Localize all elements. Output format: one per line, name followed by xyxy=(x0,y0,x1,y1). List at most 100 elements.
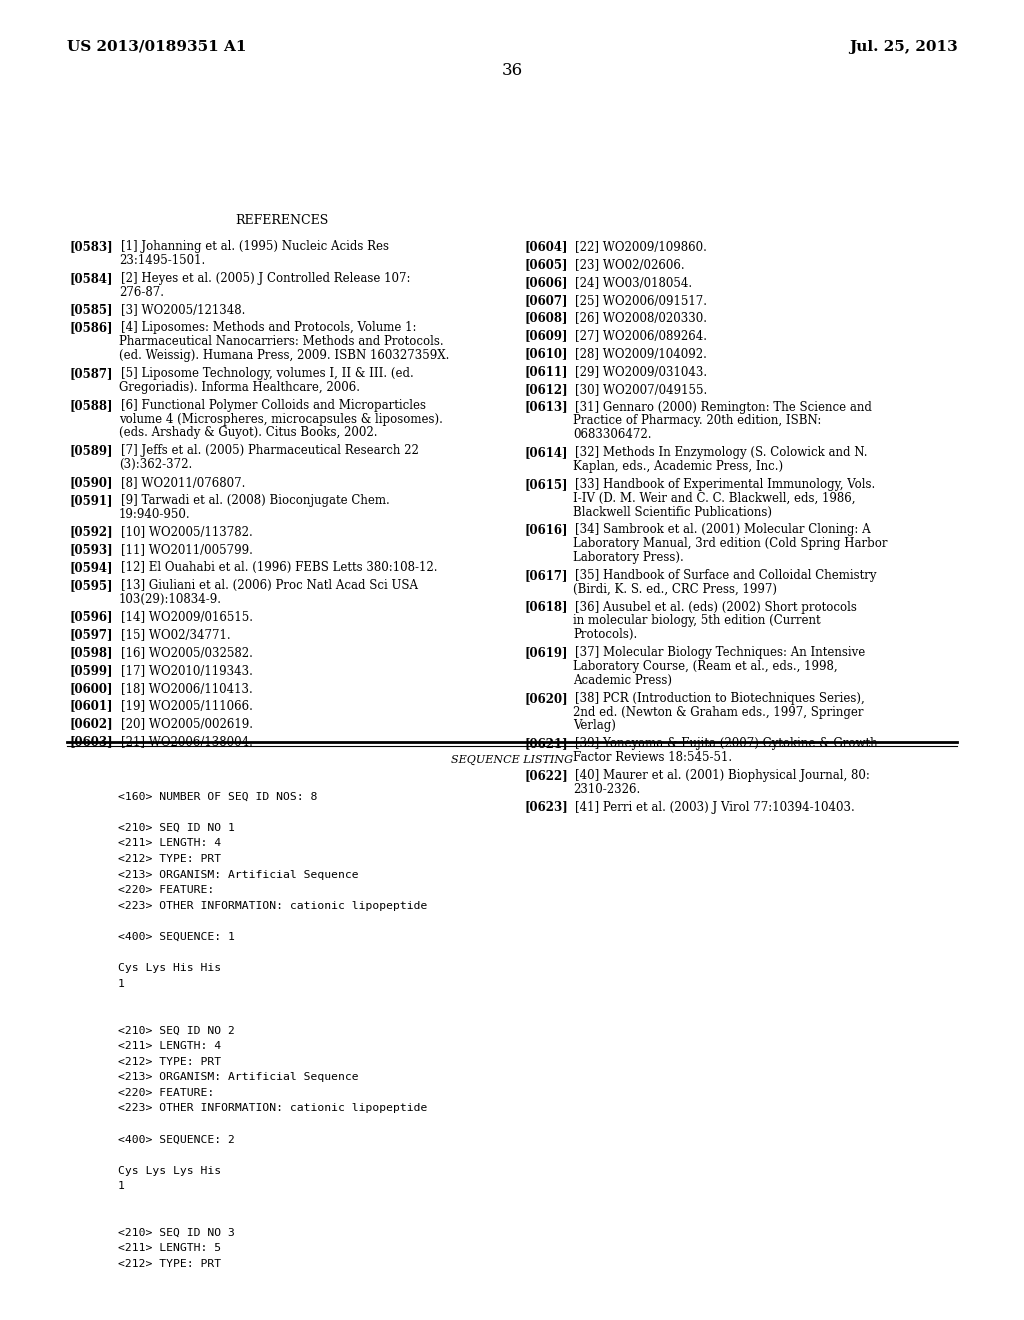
Text: <211> LENGTH: 4: <211> LENGTH: 4 xyxy=(118,1041,221,1051)
Text: <210> SEQ ID NO 1: <210> SEQ ID NO 1 xyxy=(118,822,234,833)
Text: <211> LENGTH: 4: <211> LENGTH: 4 xyxy=(118,838,221,849)
Text: [38] PCR (Introduction to Biotechniques Series),: [38] PCR (Introduction to Biotechniques … xyxy=(575,692,865,705)
Text: [39] Yoneyama & Fujita (2007) Cytokine & Growth: [39] Yoneyama & Fujita (2007) Cytokine &… xyxy=(575,737,879,750)
Text: [16] WO2005/032582.: [16] WO2005/032582. xyxy=(121,645,253,659)
Text: [0588]: [0588] xyxy=(70,399,113,412)
Text: [0606]: [0606] xyxy=(524,276,567,289)
Text: <211> LENGTH: 5: <211> LENGTH: 5 xyxy=(118,1243,221,1254)
Text: [41] Perri et al. (2003) J Virol 77:10394-10403.: [41] Perri et al. (2003) J Virol 77:1039… xyxy=(575,800,855,813)
Text: [0591]: [0591] xyxy=(70,494,113,507)
Text: [0604]: [0604] xyxy=(524,240,567,253)
Text: [0613]: [0613] xyxy=(524,400,568,413)
Text: [25] WO2006/091517.: [25] WO2006/091517. xyxy=(575,293,708,306)
Text: Blackwell Scientific Publications): Blackwell Scientific Publications) xyxy=(573,506,772,519)
Text: [3] WO2005/121348.: [3] WO2005/121348. xyxy=(121,304,245,317)
Text: <210> SEQ ID NO 2: <210> SEQ ID NO 2 xyxy=(118,1026,234,1035)
Text: REFERENCES: REFERENCES xyxy=(234,214,329,227)
Text: [9] Tarwadi et al. (2008) Bioconjugate Chem.: [9] Tarwadi et al. (2008) Bioconjugate C… xyxy=(121,494,389,507)
Text: <223> OTHER INFORMATION: cationic lipopeptide: <223> OTHER INFORMATION: cationic lipope… xyxy=(118,1104,427,1113)
Text: [13] Giuliani et al. (2006) Proc Natl Acad Sci USA: [13] Giuliani et al. (2006) Proc Natl Ac… xyxy=(121,578,418,591)
Text: [0602]: [0602] xyxy=(70,717,114,730)
Text: [0614]: [0614] xyxy=(524,446,567,459)
Text: [5] Liposome Technology, volumes I, II & III. (ed.: [5] Liposome Technology, volumes I, II &… xyxy=(121,367,414,380)
Text: 2310-2326.: 2310-2326. xyxy=(573,783,641,796)
Text: US 2013/0189351 A1: US 2013/0189351 A1 xyxy=(67,40,246,54)
Text: <212> TYPE: PRT: <212> TYPE: PRT xyxy=(118,1056,221,1067)
Text: [22] WO2009/109860.: [22] WO2009/109860. xyxy=(575,240,708,253)
Text: [7] Jeffs et al. (2005) Pharmaceutical Research 22: [7] Jeffs et al. (2005) Pharmaceutical R… xyxy=(121,444,419,457)
Text: <220> FEATURE:: <220> FEATURE: xyxy=(118,886,214,895)
Text: [0612]: [0612] xyxy=(524,383,568,396)
Text: [21] WO2006/138004.: [21] WO2006/138004. xyxy=(121,735,253,748)
Text: [40] Maurer et al. (2001) Biophysical Journal, 80:: [40] Maurer et al. (2001) Biophysical Jo… xyxy=(575,768,870,781)
Text: [0589]: [0589] xyxy=(70,444,113,457)
Text: [28] WO2009/104092.: [28] WO2009/104092. xyxy=(575,347,708,360)
Text: [31] Gennaro (2000) Remington: The Science and: [31] Gennaro (2000) Remington: The Scien… xyxy=(575,400,872,413)
Text: 2nd ed. (Newton & Graham eds., 1997, Springer: 2nd ed. (Newton & Graham eds., 1997, Spr… xyxy=(573,705,864,718)
Text: Practice of Pharmacy. 20th edition, ISBN:: Practice of Pharmacy. 20th edition, ISBN… xyxy=(573,414,822,428)
Text: 276-87.: 276-87. xyxy=(119,286,164,298)
Text: [0616]: [0616] xyxy=(524,523,567,536)
Text: [23] WO02/02606.: [23] WO02/02606. xyxy=(575,259,685,271)
Text: [0590]: [0590] xyxy=(70,477,113,488)
Text: <400> SEQUENCE: 2: <400> SEQUENCE: 2 xyxy=(118,1134,234,1144)
Text: [0600]: [0600] xyxy=(70,681,113,694)
Text: Laboratory Press).: Laboratory Press). xyxy=(573,550,684,564)
Text: <213> ORGANISM: Artificial Sequence: <213> ORGANISM: Artificial Sequence xyxy=(118,870,358,879)
Text: Protocols).: Protocols). xyxy=(573,628,638,642)
Text: [20] WO2005/002619.: [20] WO2005/002619. xyxy=(121,717,253,730)
Text: [33] Handbook of Experimental Immunology, Vols.: [33] Handbook of Experimental Immunology… xyxy=(575,478,876,491)
Text: Academic Press): Academic Press) xyxy=(573,673,673,686)
Text: in molecular biology, 5th edition (Current: in molecular biology, 5th edition (Curre… xyxy=(573,614,821,627)
Text: 1: 1 xyxy=(118,1181,125,1191)
Text: [0586]: [0586] xyxy=(70,322,113,334)
Text: Jul. 25, 2013: Jul. 25, 2013 xyxy=(849,40,957,54)
Text: Cys Lys Lys His: Cys Lys Lys His xyxy=(118,1166,221,1176)
Text: [0601]: [0601] xyxy=(70,700,113,713)
Text: [0619]: [0619] xyxy=(524,645,567,659)
Text: [12] El Ouahabi et al. (1996) FEBS Letts 380:108-12.: [12] El Ouahabi et al. (1996) FEBS Letts… xyxy=(121,561,437,574)
Text: Verlag): Verlag) xyxy=(573,719,616,733)
Text: [0594]: [0594] xyxy=(70,561,113,574)
Text: [0617]: [0617] xyxy=(524,569,567,582)
Text: [0598]: [0598] xyxy=(70,645,113,659)
Text: [0605]: [0605] xyxy=(524,259,567,271)
Text: [24] WO03/018054.: [24] WO03/018054. xyxy=(575,276,692,289)
Text: <210> SEQ ID NO 3: <210> SEQ ID NO 3 xyxy=(118,1228,234,1238)
Text: Factor Reviews 18:545-51.: Factor Reviews 18:545-51. xyxy=(573,751,732,764)
Text: [0583]: [0583] xyxy=(70,240,114,253)
Text: [0593]: [0593] xyxy=(70,544,114,556)
Text: <212> TYPE: PRT: <212> TYPE: PRT xyxy=(118,854,221,865)
Text: 0683306472.: 0683306472. xyxy=(573,428,652,441)
Text: 36: 36 xyxy=(502,62,522,79)
Text: [0603]: [0603] xyxy=(70,735,114,748)
Text: [26] WO2008/020330.: [26] WO2008/020330. xyxy=(575,312,708,325)
Text: [0623]: [0623] xyxy=(524,800,568,813)
Text: [36] Ausubel et al. (eds) (2002) Short protocols: [36] Ausubel et al. (eds) (2002) Short p… xyxy=(575,601,857,614)
Text: Kaplan, eds., Academic Press, Inc.): Kaplan, eds., Academic Press, Inc.) xyxy=(573,459,783,473)
Text: [2] Heyes et al. (2005) J Controlled Release 107:: [2] Heyes et al. (2005) J Controlled Rel… xyxy=(121,272,411,285)
Text: [30] WO2007/049155.: [30] WO2007/049155. xyxy=(575,383,708,396)
Text: <212> TYPE: PRT: <212> TYPE: PRT xyxy=(118,1259,221,1269)
Text: [0584]: [0584] xyxy=(70,272,113,285)
Text: [14] WO2009/016515.: [14] WO2009/016515. xyxy=(121,610,253,623)
Text: Cys Lys His His: Cys Lys His His xyxy=(118,964,221,973)
Text: [0618]: [0618] xyxy=(524,601,567,614)
Text: [0622]: [0622] xyxy=(524,768,568,781)
Text: [15] WO02/34771.: [15] WO02/34771. xyxy=(121,628,230,642)
Text: [0599]: [0599] xyxy=(70,664,113,677)
Text: [4] Liposomes: Methods and Protocols, Volume 1:: [4] Liposomes: Methods and Protocols, Vo… xyxy=(121,322,417,334)
Text: Gregoriadis). Informa Healthcare, 2006.: Gregoriadis). Informa Healthcare, 2006. xyxy=(119,380,359,393)
Text: [0595]: [0595] xyxy=(70,578,113,591)
Text: (3):362-372.: (3):362-372. xyxy=(119,458,193,471)
Text: [37] Molecular Biology Techniques: An Intensive: [37] Molecular Biology Techniques: An In… xyxy=(575,645,865,659)
Text: volume 4 (Microspheres, microcapsules & liposomes).: volume 4 (Microspheres, microcapsules & … xyxy=(119,412,442,425)
Text: [0621]: [0621] xyxy=(524,737,568,750)
Text: Laboratory Course, (Ream et al., eds., 1998,: Laboratory Course, (Ream et al., eds., 1… xyxy=(573,660,838,673)
Text: (Birdi, K. S. ed., CRC Press, 1997): (Birdi, K. S. ed., CRC Press, 1997) xyxy=(573,582,777,595)
Text: 23:1495-1501.: 23:1495-1501. xyxy=(119,253,205,267)
Text: [0592]: [0592] xyxy=(70,525,114,539)
Text: [10] WO2005/113782.: [10] WO2005/113782. xyxy=(121,525,253,539)
Text: <220> FEATURE:: <220> FEATURE: xyxy=(118,1088,214,1098)
Text: [0607]: [0607] xyxy=(524,293,567,306)
